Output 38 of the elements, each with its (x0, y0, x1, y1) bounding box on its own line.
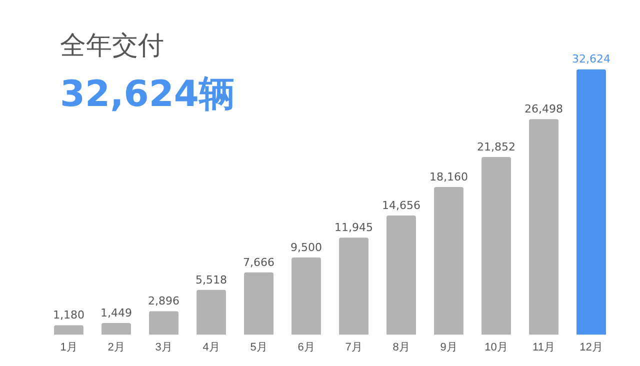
bar (482, 156, 511, 335)
data-label: 1,449 (100, 306, 132, 320)
bar (54, 325, 84, 335)
bar (149, 311, 178, 335)
x-tick-label: 4月 (202, 341, 220, 354)
x-tick-label: 5月 (250, 341, 268, 354)
bar (292, 257, 321, 335)
data-label: 1,180 (53, 308, 84, 322)
data-label: 14,656 (382, 198, 420, 212)
x-tick-label: 2月 (108, 341, 125, 354)
chart-subtitle: 32,624辆 (60, 73, 235, 117)
data-label: 21,852 (477, 140, 516, 154)
data-label: 9,500 (290, 240, 322, 254)
x-tick-label: 7月 (345, 341, 362, 354)
x-tick-label: 8月 (392, 341, 410, 354)
bar (434, 187, 464, 335)
chart-title: 全年交付 (60, 30, 164, 63)
bar (529, 119, 558, 335)
bar (196, 290, 226, 335)
data-label: 26,498 (524, 102, 563, 116)
data-label: 2,896 (148, 294, 180, 308)
data-label: 11,945 (334, 220, 373, 234)
bar (386, 216, 416, 335)
data-label: 7,666 (243, 256, 274, 269)
x-tick-label: 6月 (298, 341, 315, 354)
data-label: 18,160 (430, 170, 468, 184)
bar (102, 323, 131, 335)
x-tick-label: 11月 (532, 341, 555, 354)
data-label: 32,624 (572, 52, 610, 66)
x-tick-label: 3月 (155, 341, 172, 354)
x-tick-label: 9月 (440, 341, 458, 354)
bar (576, 69, 606, 335)
bar (244, 272, 274, 335)
x-tick-label: 1月 (60, 341, 78, 354)
bar (339, 238, 368, 335)
data-label: 5,518 (196, 273, 227, 286)
x-tick-label: 10月 (484, 341, 508, 354)
x-tick-label: 12月 (580, 341, 603, 354)
